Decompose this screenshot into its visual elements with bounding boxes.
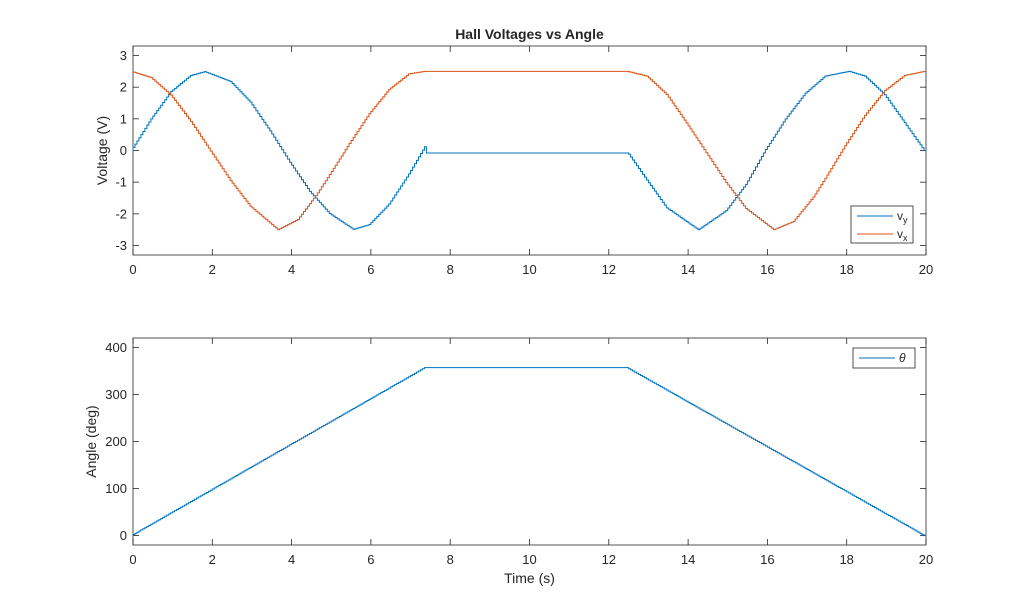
- chart-title: Hall Voltages vs Angle: [455, 26, 604, 42]
- x-tick-label: 16: [760, 552, 774, 567]
- legend-entry: vy: [897, 209, 908, 225]
- plot-area: [132, 337, 927, 546]
- x-tick-label: 10: [522, 552, 536, 567]
- x-axis-label: Time (s): [504, 570, 555, 586]
- x-tick-label: 12: [602, 262, 616, 277]
- series-line-θ: [132, 367, 926, 537]
- y-tick-label: 3: [120, 48, 127, 63]
- y-tick-label: 2: [120, 80, 127, 95]
- x-tick-label: 4: [288, 262, 295, 277]
- legend-entry: vx: [897, 227, 908, 243]
- y-tick-label: 1: [120, 111, 127, 126]
- x-tick-label: 8: [447, 552, 454, 567]
- x-tick-label: 16: [760, 262, 774, 277]
- legend-label: θ: [899, 351, 906, 365]
- y-tick-label: 0: [120, 143, 127, 158]
- y-tick-label: 400: [105, 340, 127, 355]
- x-tick-label: 0: [129, 262, 136, 277]
- x-tick-label: 14: [681, 552, 695, 567]
- x-tick-label: 10: [522, 262, 536, 277]
- y-tick-label: -2: [115, 206, 127, 221]
- y-axis-label: Angle (deg): [83, 405, 99, 477]
- series-line-v_y: [132, 70, 926, 231]
- y-tick-label: -3: [115, 238, 127, 253]
- legend-label-subscript: x: [903, 233, 908, 243]
- legend: θ: [852, 347, 916, 369]
- y-tick-label: 100: [105, 481, 127, 496]
- y-tick-label: 300: [105, 387, 127, 402]
- x-tick-label: 18: [839, 262, 853, 277]
- y-tick-label: 0: [120, 528, 127, 543]
- plot-area: [132, 45, 927, 256]
- x-tick-label: 6: [367, 262, 374, 277]
- x-tick-label: 20: [919, 262, 933, 277]
- y-tick-label: 200: [105, 434, 127, 449]
- y-axis-label: Voltage (V): [94, 116, 110, 185]
- legend-label-subscript: y: [903, 215, 908, 225]
- x-tick-label: 12: [602, 552, 616, 567]
- legend-entry: θ: [899, 351, 906, 365]
- legend-label: v: [897, 209, 903, 223]
- x-tick-label: 8: [447, 262, 454, 277]
- x-tick-label: 6: [367, 552, 374, 567]
- x-tick-label: 14: [681, 262, 695, 277]
- legend-box: [850, 205, 914, 244]
- series-line-v_x: [132, 70, 926, 231]
- x-tick-label: 18: [839, 552, 853, 567]
- legend-label: v: [897, 227, 903, 241]
- x-tick-label: 2: [209, 552, 216, 567]
- x-tick-label: 0: [129, 552, 136, 567]
- x-tick-label: 2: [209, 262, 216, 277]
- y-tick-label: -1: [115, 175, 127, 190]
- x-tick-label: 4: [288, 552, 295, 567]
- x-tick-label: 20: [919, 552, 933, 567]
